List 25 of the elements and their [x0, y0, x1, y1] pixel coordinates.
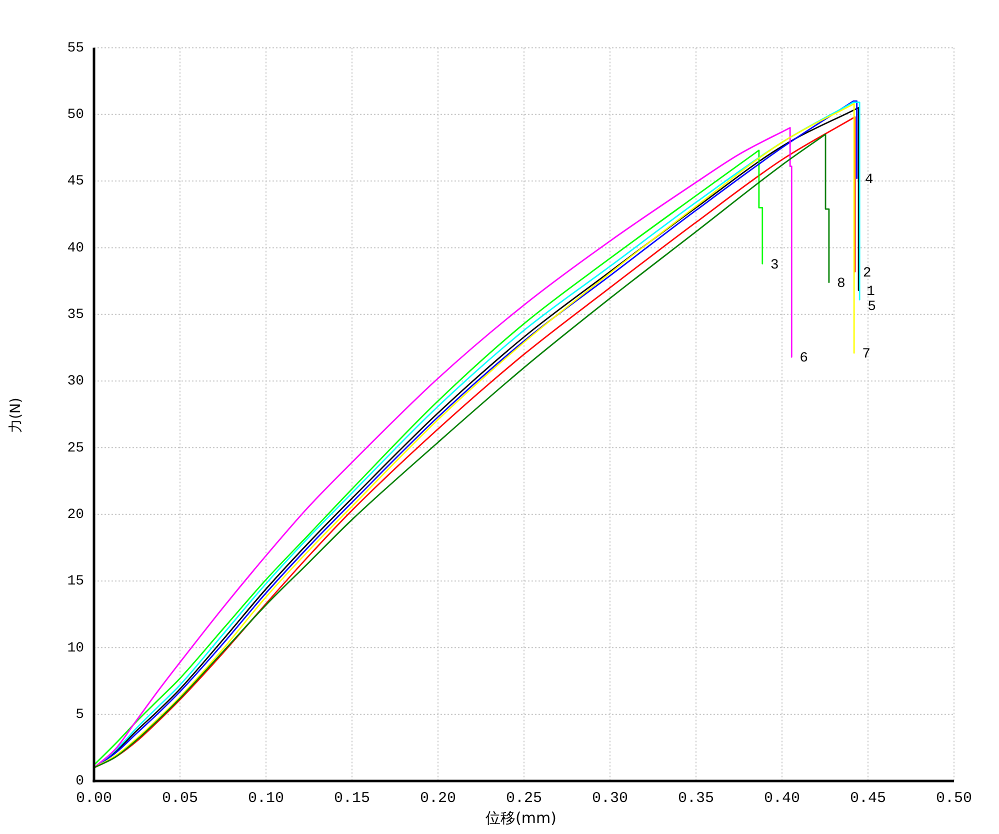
y-tick-label: 40 — [67, 240, 84, 256]
x-tick-label: 0.25 — [506, 790, 542, 807]
x-tick-label: 0.10 — [248, 790, 284, 807]
x-tick-label: 0.05 — [162, 790, 198, 807]
y-tick-label: 30 — [67, 374, 84, 390]
y-tick-label: 15 — [67, 574, 84, 590]
y-tick-label: 5 — [76, 707, 84, 724]
x-tick-label: 0.40 — [764, 790, 800, 807]
y-tick-label: 20 — [67, 507, 84, 524]
y-tick-label: 45 — [67, 174, 84, 190]
y-tick-label: 35 — [67, 307, 84, 324]
y-tick-label: 50 — [67, 107, 84, 124]
y-tick-label: 0 — [76, 774, 84, 790]
x-tick-label: 0.35 — [678, 790, 714, 807]
x-tick-label: 0.45 — [850, 790, 886, 807]
y-tick-label: 55 — [67, 40, 84, 56]
x-axis-title: 位移(mm) — [486, 809, 556, 828]
x-tick-label: 0.15 — [334, 790, 370, 807]
x-tick-label: 0.30 — [592, 790, 628, 807]
y-tick-label: 10 — [67, 640, 84, 656]
x-tick-label: 0.00 — [76, 790, 112, 807]
x-tick-label: 0.50 — [936, 790, 972, 807]
y-tick-label: 25 — [67, 440, 84, 456]
y-axis-title: 力(N) — [8, 398, 24, 434]
x-tick-label: 0.20 — [420, 790, 456, 807]
